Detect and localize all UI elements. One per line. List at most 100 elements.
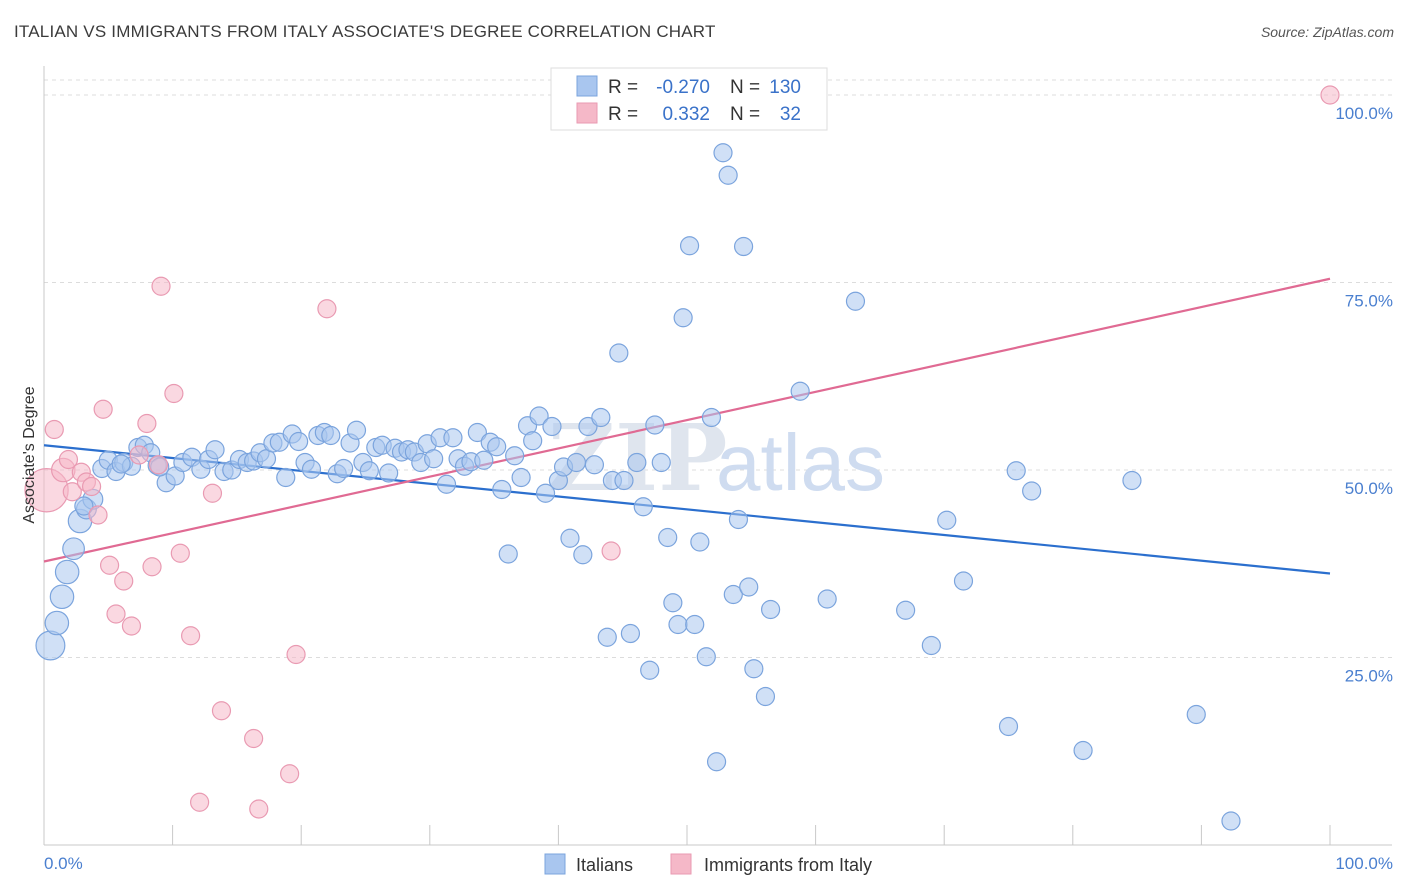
italians-point-111 <box>755 686 776 707</box>
italians-point-80 <box>573 545 593 565</box>
italians-point-90 <box>633 497 653 517</box>
y-tick-label-2: 75.0% <box>1345 292 1393 311</box>
italians-point-108 <box>733 236 754 257</box>
italians-point-69 <box>505 446 525 466</box>
stats-legend: R = -0.270 N = 130 R = 0.332 N = 32 <box>550 67 828 131</box>
series-legend-label-italians: Italians <box>576 855 633 875</box>
italians-point-88 <box>620 623 641 644</box>
italians-point-117 <box>921 635 941 656</box>
italians-point-35 <box>289 431 309 452</box>
immigrants-point-14 <box>129 445 149 465</box>
italians-point-118 <box>937 510 957 530</box>
immigrants-point-24 <box>211 701 232 721</box>
italians-point-33 <box>276 467 296 488</box>
italians-point-121 <box>1006 461 1026 481</box>
italians-point-75 <box>542 416 562 437</box>
italians-point-58 <box>436 474 457 494</box>
italians-point-82 <box>584 455 605 475</box>
italians-point-3 <box>54 559 80 585</box>
immigrants-point-27 <box>280 764 300 784</box>
series-legend: Italians Immigrants from Italy <box>544 853 872 875</box>
italians-point-123 <box>1073 740 1093 761</box>
series-legend-swatch-immigrants <box>670 853 692 875</box>
italians-point-128 <box>111 454 131 474</box>
source-label: Source: ZipAtlas.com <box>1260 24 1394 40</box>
italians-point-2 <box>49 584 75 610</box>
y-tick-label-3: 100.0% <box>1335 104 1393 123</box>
italians-point-98 <box>679 236 700 256</box>
y-axis-title: Associate's Degree <box>21 386 38 523</box>
italians-point-94 <box>658 527 678 548</box>
immigrants-point-16 <box>142 557 162 577</box>
italians-point-66 <box>487 437 507 457</box>
italians-point-125 <box>1186 704 1206 725</box>
legend-n-value-1: 130 <box>769 77 801 98</box>
italians-point-87 <box>614 470 634 491</box>
legend-n-label-1: N = <box>730 77 760 98</box>
italians-point-73 <box>529 406 549 426</box>
italians-point-99 <box>685 614 705 635</box>
italians-point-72 <box>523 431 543 451</box>
italians-point-97 <box>673 308 693 328</box>
immigrants-point-29 <box>317 299 337 319</box>
y-tick-label-0: 25.0% <box>1345 667 1393 686</box>
immigrants-point-22 <box>190 792 210 812</box>
series-legend-label-immigrants: Immigrants from Italy <box>704 855 872 875</box>
immigrants-point-7 <box>81 476 102 497</box>
immigrants-point-26 <box>249 799 269 819</box>
axes <box>43 66 1392 846</box>
italians-point-100 <box>690 532 710 552</box>
italians-point-109 <box>739 577 759 597</box>
italians-point-92 <box>645 415 665 435</box>
immigrants-trend-line <box>43 277 1331 563</box>
immigrants-point-13 <box>121 616 142 636</box>
italians-point-78 <box>560 528 580 548</box>
italians-point-91 <box>640 660 660 680</box>
y-tick-label-1: 50.0% <box>1345 479 1393 498</box>
immigrants-point-10 <box>99 555 120 575</box>
immigrants-point-4 <box>62 482 82 502</box>
italians-point-93 <box>651 452 671 473</box>
legend-r-value-2: 0.332 <box>662 104 710 125</box>
italians-point-110 <box>744 659 764 679</box>
italians-point-59 <box>443 428 463 448</box>
x-tick-label-1: 100.0% <box>1335 854 1393 873</box>
immigrants-point-19 <box>164 383 184 404</box>
italians-point-46 <box>359 461 379 481</box>
italians-point-115 <box>845 291 866 311</box>
legend-r-label-2: R = <box>608 104 638 125</box>
italians-point-23 <box>205 440 225 460</box>
series-legend-swatch-italians <box>544 853 566 875</box>
italians-point-114 <box>817 589 837 609</box>
italians-point-106 <box>723 584 743 605</box>
italians-point-67 <box>492 479 512 500</box>
italians-point-89 <box>627 452 647 473</box>
italians-point-83 <box>591 407 611 428</box>
legend-r-label-1: R = <box>608 77 638 98</box>
immigrants-point-15 <box>137 413 157 434</box>
italians-point-96 <box>668 614 688 635</box>
italians-point-37 <box>301 459 322 479</box>
immigrants-point-25 <box>244 728 264 749</box>
immigrants-point-23 <box>202 483 223 503</box>
italians-point-122 <box>1022 481 1042 501</box>
italians-point-126 <box>1221 811 1241 831</box>
italians-point-79 <box>566 452 587 473</box>
italians-point-49 <box>379 463 399 483</box>
italians-point-56 <box>424 449 444 469</box>
italians-point-101 <box>696 647 716 667</box>
immigrants-point-21 <box>181 626 201 646</box>
italians-point-70 <box>511 467 531 488</box>
italians-point-112 <box>760 599 781 620</box>
italians-point-1 <box>44 610 70 636</box>
immigrants-point-17 <box>148 455 169 475</box>
legend-n-value-2: 32 <box>780 104 801 125</box>
italians-point-64 <box>474 450 494 470</box>
italians-point-68 <box>498 544 518 564</box>
italians-point-120 <box>998 716 1019 737</box>
italians-point-84 <box>597 627 617 647</box>
grid-lines <box>44 79 1392 658</box>
italians-point-74 <box>535 483 556 503</box>
legend-r-value-1: -0.270 <box>656 77 710 98</box>
